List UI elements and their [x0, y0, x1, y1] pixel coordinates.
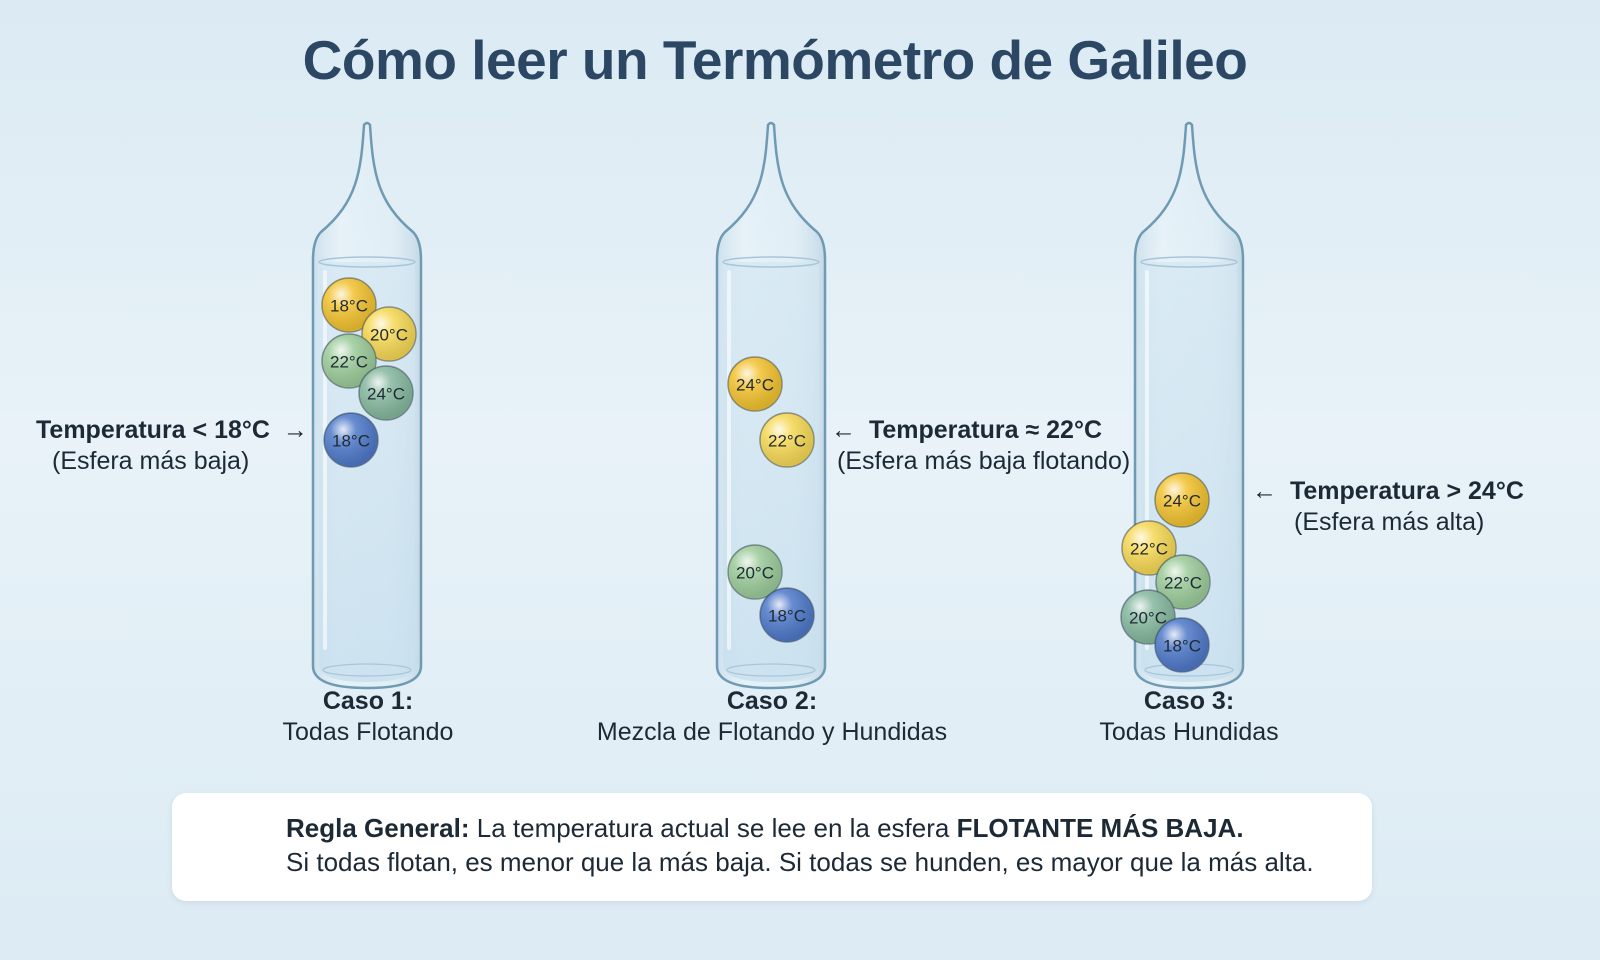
annotation-sub: (Esfera más baja) [52, 447, 250, 475]
annotation-sub: (Esfera más alta) [1294, 508, 1485, 536]
caption-case-3: Caso 3: Todas Hundidas [979, 686, 1399, 748]
liquid-surface [318, 256, 416, 268]
rule-line-1: Regla General: La temperatura actual se … [286, 811, 1366, 845]
annotation-sub: (Esfera más baja flotando) [837, 447, 1131, 475]
sphere: 18°C [321, 277, 377, 333]
tube-base-ring [322, 663, 412, 677]
sphere-shine [360, 367, 412, 419]
arrow-right-icon: → [282, 416, 308, 444]
liquid-surface [1140, 256, 1238, 268]
sphere-shine [1157, 556, 1209, 608]
sphere: 22°C [321, 333, 377, 389]
rule-emphasis: FLOTANTE MÁS BAJA. [956, 813, 1244, 843]
case-description: Mezcla de Flotando y Hundidas [596, 718, 948, 746]
annotation-case-1: Temperatura < 18°C → (Esfera más baja) [36, 415, 308, 477]
annotation-main: Temperatura ≈ 22°C [868, 416, 1103, 444]
sphere: 18°C [1154, 617, 1210, 673]
liquid-surface [722, 256, 820, 268]
sphere-shine [1156, 474, 1208, 526]
sphere: 20°C [727, 544, 783, 600]
annotation-main: Temperatura < 18°C [36, 416, 270, 444]
sphere: 22°C [1155, 554, 1211, 610]
sphere-label: 18°C [332, 432, 370, 451]
sphere: 24°C [727, 356, 783, 412]
general-rule-text: Regla General: La temperatura actual se … [286, 811, 1366, 879]
sphere-label: 20°C [370, 326, 408, 345]
case-label: Caso 3: [1143, 687, 1235, 715]
sphere-shine [323, 279, 375, 331]
sphere: 22°C [1121, 520, 1177, 576]
sphere-label: 22°C [1130, 540, 1168, 559]
sphere-label: 24°C [1163, 492, 1201, 511]
case-label: Caso 2: [726, 687, 818, 715]
sphere: 24°C [358, 365, 414, 421]
sphere-label: 18°C [768, 607, 806, 626]
caption-case-2: Caso 2: Mezcla de Flotando y Hundidas [562, 686, 982, 748]
sphere-shine [1123, 522, 1175, 574]
sphere-label: 24°C [367, 385, 405, 404]
sphere-shine [363, 308, 415, 360]
page-title: Cómo leer un Termómetro de Galileo [302, 29, 1248, 91]
rule-lead: Regla General: [286, 813, 470, 843]
sphere-label: 22°C [1164, 574, 1202, 593]
case-description: Todas Flotando [282, 718, 454, 746]
sphere-shine [761, 414, 813, 466]
sphere-label: 18°C [1163, 637, 1201, 656]
sphere-label: 22°C [330, 353, 368, 372]
annotation-main: Temperatura > 24°C [1289, 477, 1524, 505]
sphere-shine [729, 358, 781, 410]
general-rule-box: Regla General: La temperatura actual se … [172, 793, 1372, 901]
sphere-shine [761, 589, 813, 641]
sphere-label: 18°C [330, 297, 368, 316]
annotation-case-3: ← Temperatura > 24°C (Esfera más alta) [1252, 476, 1524, 538]
sphere-shine [325, 414, 377, 466]
sphere: 18°C [323, 412, 379, 468]
rule-line-2: Si todas flotan, es menor que la más baj… [286, 847, 1314, 877]
caption-case-1: Caso 1: Todas Flotando [158, 686, 578, 748]
sphere-shine [323, 335, 375, 387]
case-description: Todas Hundidas [1099, 718, 1279, 746]
sphere: 22°C [759, 412, 815, 468]
sphere-shine [1156, 619, 1208, 671]
sphere-label: 20°C [1129, 609, 1167, 628]
sphere: 24°C [1154, 472, 1210, 528]
sphere: 20°C [361, 306, 417, 362]
sphere-shine [729, 546, 781, 598]
arrow-left-icon: ← [831, 416, 856, 444]
case-label: Caso 1: [322, 687, 414, 715]
sphere-label: 22°C [768, 432, 806, 451]
sphere-label: 20°C [736, 564, 774, 583]
annotation-case-2: ← Temperatura ≈ 22°C (Esfera más baja fl… [831, 415, 1130, 477]
sphere: 18°C [759, 587, 815, 643]
sphere-label: 24°C [736, 376, 774, 395]
rule-text: La temperatura actual se lee en la esfer… [469, 813, 957, 843]
arrow-left-icon: ← [1252, 477, 1277, 505]
tube-base-ring [726, 663, 816, 677]
